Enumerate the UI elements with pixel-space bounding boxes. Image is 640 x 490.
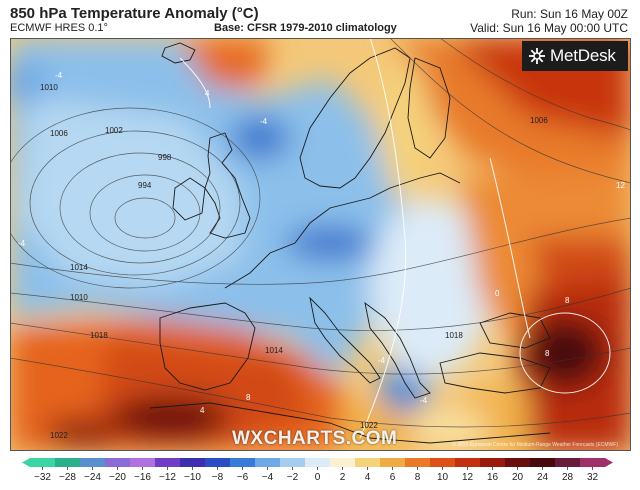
color-scale-segment	[80, 458, 106, 467]
scale-tick-label: −24	[84, 472, 101, 483]
isobar-label: 1022	[50, 431, 68, 440]
isobar-label: 1014	[70, 263, 88, 272]
scale-tick-label: 4	[365, 472, 371, 483]
scale-tick-label: −28	[59, 472, 76, 483]
scale-tick-label: 0	[315, 472, 321, 483]
scale-tick-label: −16	[134, 472, 151, 483]
model-label: ECMWF HRES 0.1°	[10, 22, 108, 34]
color-scale-segment	[30, 458, 56, 467]
isobars	[10, 38, 631, 428]
scale-tick-label: 8	[415, 472, 421, 483]
color-scale-segment	[480, 458, 506, 467]
color-scale-segment	[105, 458, 131, 467]
map-canvas: 994 998 1002 1006 1010 1014 1018 1022 10…	[10, 38, 631, 451]
isobar-label: 994	[138, 181, 152, 190]
map-title: 850 hPa Temperature Anomaly (°C)	[10, 5, 259, 22]
isobar-label: 1014	[265, 346, 283, 355]
color-scale-segment	[330, 458, 356, 467]
color-scale-segment	[255, 458, 281, 467]
scale-tick-label: −20	[109, 472, 126, 483]
scale-tick-label: 20	[512, 472, 524, 483]
scale-tick-label: −12	[159, 472, 176, 483]
anomaly-label: 4	[205, 89, 210, 98]
metdesk-logo[interactable]: MetDesk	[522, 41, 628, 71]
anomaly-label: 8	[545, 349, 550, 358]
scale-left-arrow	[22, 458, 30, 467]
scale-tick-label: 32	[587, 472, 599, 483]
scale-tick-label: 24	[537, 472, 549, 483]
color-scale-segments	[22, 458, 613, 467]
color-scale-ticks: −32 −28 −24 −20 −16 −12 −10 −8 −6 −4 −2 0 2 4 6 8 10 12 16…	[34, 467, 598, 483]
color-scale-segment	[505, 458, 531, 467]
color-scale-segment	[130, 458, 156, 467]
wxcharts-watermark: WXCHARTS.COM	[232, 428, 398, 449]
scale-tick-label: −32	[34, 472, 51, 483]
isobar-label: 1018	[90, 331, 108, 340]
anomaly-label: -4	[420, 396, 428, 405]
anomaly-label: 8	[246, 393, 251, 402]
anomaly-field	[10, 38, 631, 451]
color-scale-segment	[305, 458, 331, 467]
isobar-label: 1010	[40, 83, 58, 92]
color-scale-segment	[55, 458, 81, 467]
isobar-label: 1010	[70, 293, 88, 302]
color-scale-segment	[430, 458, 456, 467]
color-scale-segment	[355, 458, 381, 467]
run-time: Run: Sun 16 May 00Z	[511, 7, 628, 21]
anomaly-label: 8	[565, 296, 570, 305]
color-scale-segment	[405, 458, 431, 467]
anomaly-label: -4	[55, 71, 63, 80]
isobar-label: 1018	[445, 331, 463, 340]
scale-tick-label: −10	[184, 472, 201, 483]
scale-tick-label: −8	[212, 472, 224, 483]
copyright-notice: © 2021 European Centre for Medium-Range …	[452, 442, 618, 448]
scale-tick-label: 12	[462, 472, 474, 483]
scale-tick-label: 2	[340, 472, 346, 483]
isobar-label: 1022	[360, 421, 378, 430]
color-scale-segment	[180, 458, 206, 467]
isobar-label: 1006	[530, 116, 548, 125]
color-scale-segment	[455, 458, 481, 467]
scale-tick-label: −4	[262, 472, 274, 483]
map-frame	[10, 38, 631, 451]
color-scale-segment	[580, 458, 606, 467]
temperature-anomaly-map: 994 998 1002 1006 1010 1014 1018 1022 10…	[10, 38, 631, 451]
valid-time: Valid: Sun 16 May 00:00 UTC	[470, 21, 628, 35]
color-scale-segment	[155, 458, 181, 467]
anomaly-label-group: -4 4 -4 -4 8 8 8 4 -4 12 0 -4	[18, 71, 625, 415]
map-header: 850 hPa Temperature Anomaly (°C) ECMWF H…	[0, 0, 640, 38]
base-label: Base: CFSR 1979-2010 climatology	[214, 22, 397, 34]
anomaly-label: -4	[378, 356, 386, 365]
color-scale-segment	[555, 458, 581, 467]
isobar-label: 1006	[50, 129, 68, 138]
scale-tick-label: −6	[237, 472, 249, 483]
anomaly-label: 12	[616, 181, 625, 190]
scale-tick-label: 16	[487, 472, 499, 483]
isobar-label-group: 994 998 1002 1006 1010 1014 1018 1022 10…	[40, 83, 548, 440]
isobar-label: 1002	[105, 126, 123, 135]
logo-text: MetDesk	[550, 46, 616, 65]
scale-tick-label: 28	[562, 472, 574, 483]
anomaly-contours	[179, 38, 611, 439]
color-scale-segment	[530, 458, 556, 467]
scale-right-arrow	[605, 458, 613, 467]
anomaly-label: -4	[260, 117, 268, 126]
anomaly-label: 0	[495, 289, 500, 298]
color-scale-segment	[205, 458, 231, 467]
color-scale-bar: −32 −28 −24 −20 −16 −12 −10 −8 −6 −4 −2 0 2 4 6 8 10 12 16…	[22, 458, 613, 483]
metdesk-logo-icon	[529, 48, 545, 64]
color-scale-segment	[280, 458, 306, 467]
anomaly-label: 4	[200, 406, 205, 415]
scale-tick-label: 10	[437, 472, 449, 483]
scale-tick-label: 6	[390, 472, 396, 483]
color-scale-segment	[230, 458, 256, 467]
scale-tick-label: −2	[287, 472, 299, 483]
isobar-label: 998	[158, 153, 172, 162]
anomaly-label: -4	[18, 239, 26, 248]
color-scale-segment	[380, 458, 406, 467]
